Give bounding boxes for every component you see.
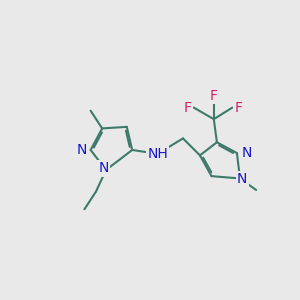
Text: N: N [98,161,109,176]
Text: N: N [237,172,247,186]
Text: NH: NH [147,147,168,161]
Text: N: N [76,143,87,157]
Text: F: F [184,100,191,115]
Text: N: N [242,146,252,160]
Text: F: F [235,100,243,115]
Text: F: F [210,89,218,103]
